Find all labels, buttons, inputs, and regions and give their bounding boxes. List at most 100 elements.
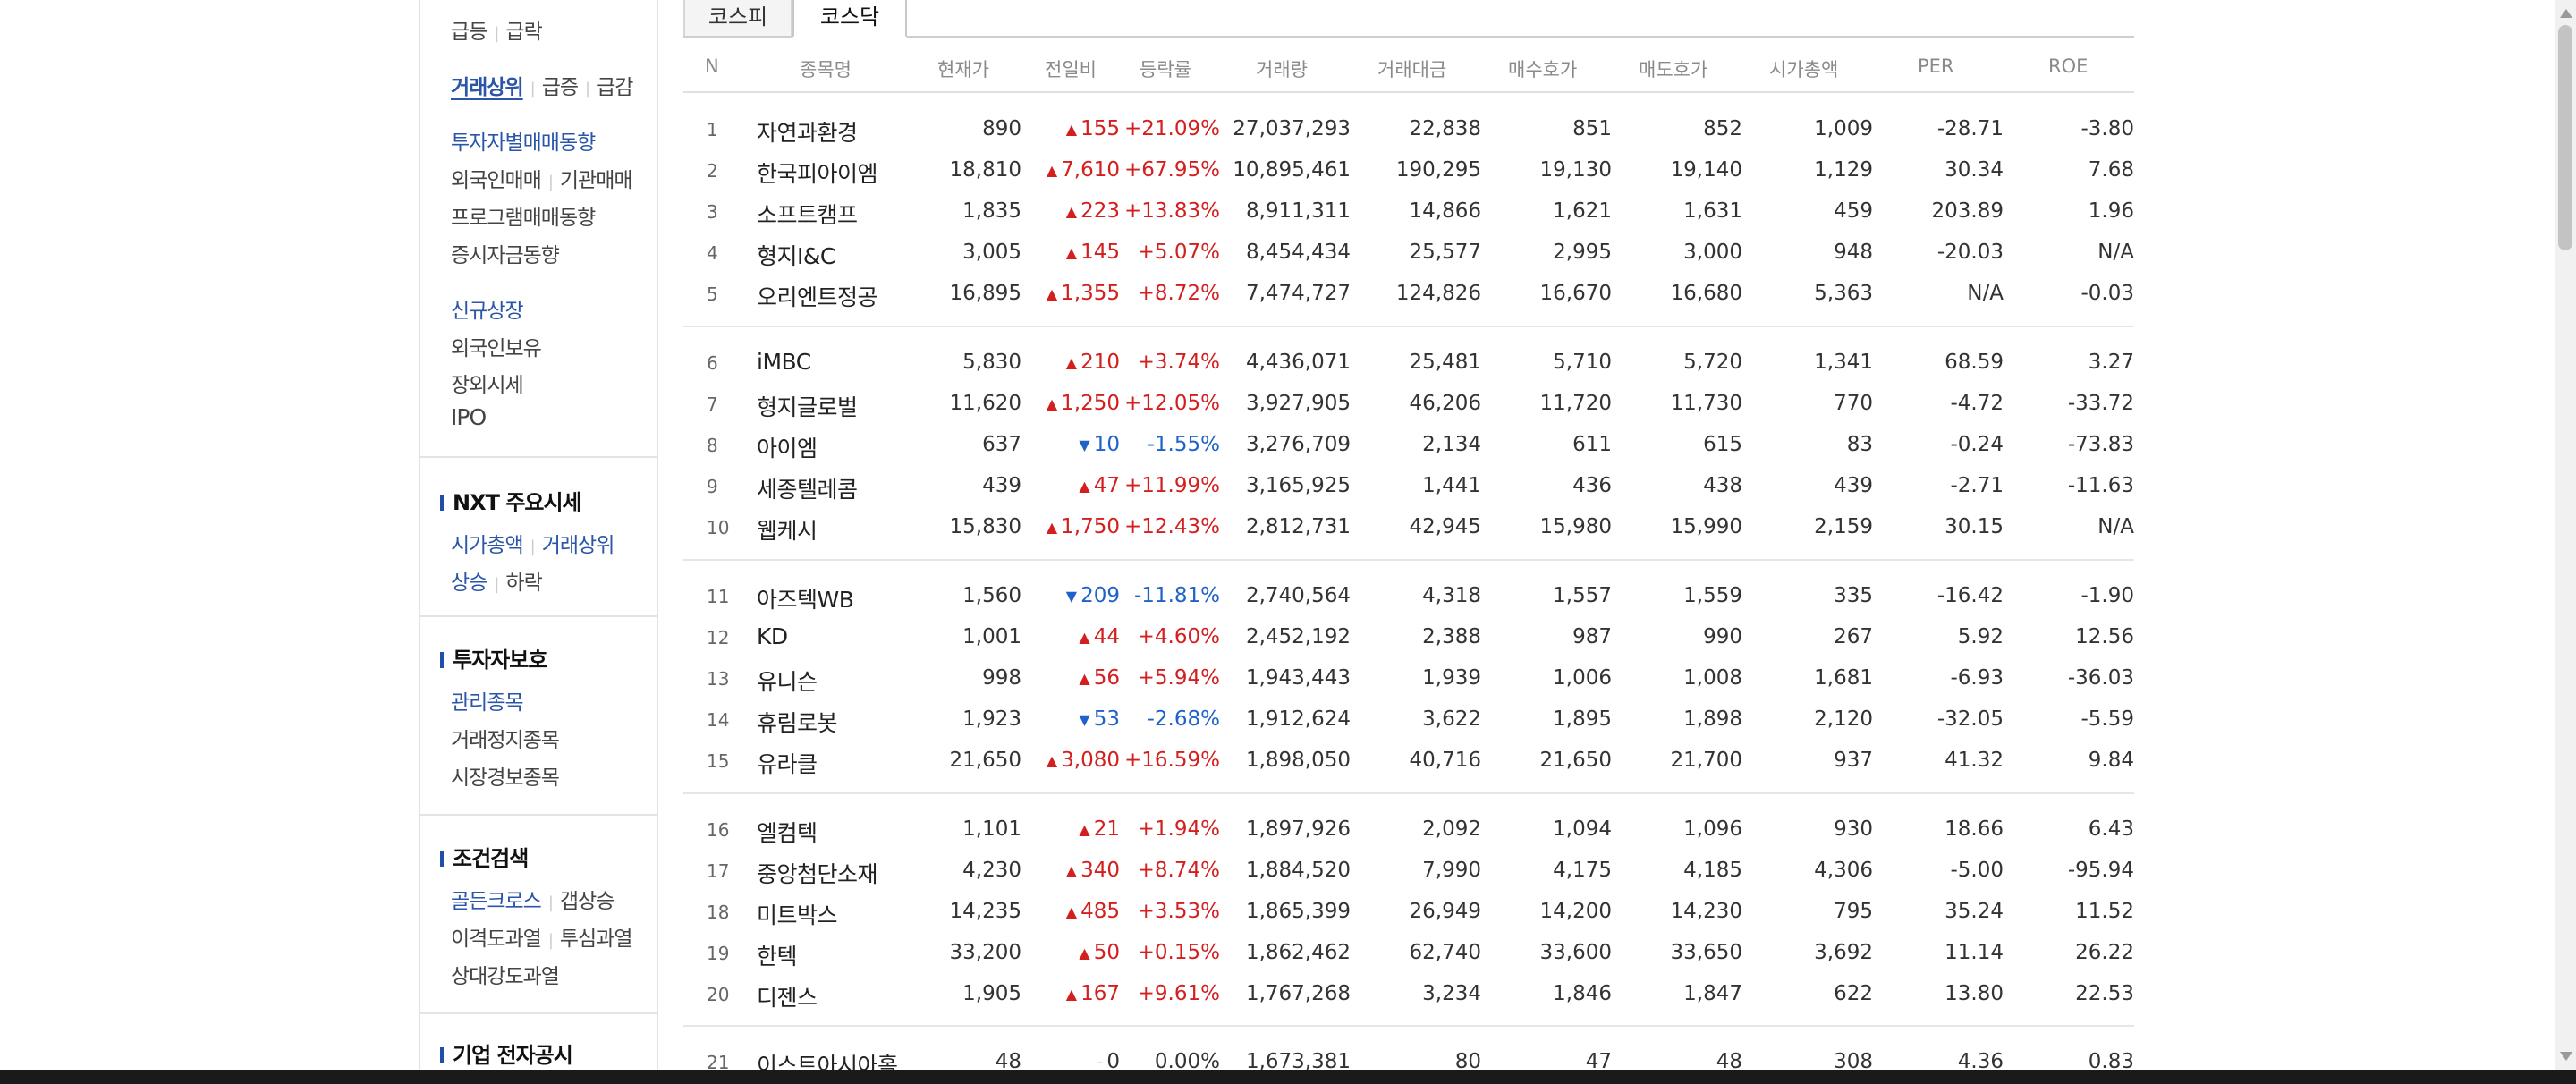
col-amount[interactable]: 거래대금: [1377, 59, 1447, 80]
cell-marketcap: 267: [1834, 625, 1873, 648]
cell-ask: 4,185: [1683, 859, 1742, 882]
col-rate[interactable]: 등락률: [1140, 59, 1191, 80]
stock-name-link[interactable]: 소프트캠프: [757, 202, 858, 228]
link-managed-stocks[interactable]: 관리종목: [451, 691, 524, 715]
cell-price: 890: [982, 117, 1021, 140]
link-program-trend[interactable]: 프로그램매매동향: [451, 207, 596, 230]
stock-name-link[interactable]: iMBC: [757, 349, 811, 375]
cell-bid: 14,200: [1539, 900, 1612, 923]
stock-name-link[interactable]: 한텍: [757, 944, 798, 970]
cell-marketcap: 335: [1834, 584, 1873, 607]
protect-section-title: 투자자보호: [440, 642, 547, 673]
stock-name-link[interactable]: 한국피아이엠: [757, 161, 878, 187]
col-marketcap[interactable]: 시가총액: [1769, 59, 1839, 80]
cell-bid: 47: [1585, 1050, 1612, 1073]
stock-name-link[interactable]: 웹케시: [757, 518, 818, 544]
stock-name-link[interactable]: 유라클: [757, 751, 818, 777]
link-volume-surge[interactable]: 급증: [541, 76, 579, 99]
cell-change: ▲ 210: [1066, 351, 1120, 374]
link-gap-up[interactable]: 갭상승: [559, 890, 614, 913]
scroll-down-arrow-icon[interactable]: [2560, 1052, 2572, 1061]
volume-links: 거래상위 | 급증 | 급감: [451, 76, 633, 99]
link-ipo[interactable]: IPO: [451, 404, 487, 430]
cell-marketcap: 1,681: [1814, 666, 1873, 690]
link-foreign-holding[interactable]: 외국인보유: [451, 337, 542, 360]
cell-amount: 42,945: [1409, 515, 1481, 538]
stock-name-link[interactable]: 디젠스: [757, 985, 818, 1011]
link-deposit-trend[interactable]: 증시자금동향: [451, 244, 560, 267]
col-roe[interactable]: ROE: [2048, 55, 2089, 77]
stock-name-link[interactable]: 휴림로봇: [757, 710, 838, 736]
cell-rate: +3.74%: [1137, 351, 1220, 374]
cell-marketcap: 770: [1834, 392, 1873, 415]
cell-no: 7: [707, 394, 718, 415]
link-nxt-volume[interactable]: 거래상위: [541, 534, 615, 557]
col-bid[interactable]: 매수호가: [1508, 59, 1578, 80]
cell-price: 1,923: [962, 707, 1021, 731]
link-rsi-overheat[interactable]: 상대강도과열: [451, 965, 560, 988]
cell-no: 18: [707, 902, 730, 923]
link-institution-trade[interactable]: 기관매매: [559, 169, 633, 192]
link-rapid-up[interactable]: 급등: [451, 21, 487, 44]
cell-price: 998: [982, 666, 1021, 690]
scroll-thumb[interactable]: [2558, 25, 2572, 250]
change-value: 21: [1093, 817, 1120, 841]
table-row: 14 휴림로봇 ▼ 53 1,923 -2.68% 1,912,624 3,622 1,895 1…: [683, 700, 2134, 741]
cell-ask: 5,720: [1683, 351, 1742, 374]
link-golden-cross[interactable]: 골든크로스: [451, 890, 542, 913]
col-per[interactable]: PER: [1918, 55, 1954, 77]
stock-name-link[interactable]: KD: [757, 623, 788, 649]
col-price[interactable]: 현재가: [937, 59, 989, 80]
stock-name-link[interactable]: 엘컴텍: [757, 820, 818, 846]
link-nxt-marketcap[interactable]: 시가총액: [451, 534, 524, 557]
cell-ask: 3,000: [1683, 241, 1742, 264]
link-disparity-overheat[interactable]: 이격도과열: [451, 927, 542, 951]
cell-amount: 26,949: [1409, 900, 1481, 923]
link-foreign-trade[interactable]: 외국인매매: [451, 169, 542, 192]
cell-volume: 27,037,293: [1233, 117, 1351, 140]
stock-name-link[interactable]: 미트박스: [757, 902, 838, 928]
change-value: 56: [1093, 666, 1120, 690]
col-change[interactable]: 전일비: [1045, 59, 1097, 80]
cell-bid: 11,720: [1539, 392, 1612, 415]
scroll-up-arrow-icon[interactable]: [2560, 9, 2572, 18]
cell-volume: 2,740,564: [1245, 584, 1351, 607]
cell-roe: -33.72: [2067, 392, 2134, 415]
tab-kosdaq[interactable]: 코스닥: [792, 0, 907, 38]
col-volume[interactable]: 거래량: [1256, 59, 1308, 80]
link-warning-stocks[interactable]: 시장경보종목: [451, 766, 560, 790]
cell-rate: +0.15%: [1137, 941, 1220, 964]
stock-name-link[interactable]: 형지글로벌: [757, 394, 858, 420]
link-nxt-fall[interactable]: 하락: [505, 572, 542, 595]
link-sentiment-overheat[interactable]: 투심과열: [559, 927, 633, 951]
stock-name-link[interactable]: 중앙첨단소재: [757, 861, 878, 887]
cell-amount: 1,441: [1422, 474, 1481, 497]
stock-name-link[interactable]: 자연과환경: [757, 120, 858, 146]
condition-section-title: 조건검색: [440, 841, 529, 872]
triangle-up-icon: ▲: [1065, 244, 1078, 261]
cell-roe: 26.22: [2075, 941, 2134, 964]
stock-name-link[interactable]: 오리엔트정공: [757, 284, 878, 310]
stock-name-link[interactable]: 형지I&C: [757, 243, 835, 269]
vertical-scrollbar[interactable]: [2555, 0, 2576, 1070]
link-suspended-stocks[interactable]: 거래정지종목: [451, 729, 560, 752]
link-new-listing[interactable]: 신규상장: [451, 300, 524, 323]
stock-name-link[interactable]: 아즈텍WB: [757, 587, 854, 613]
cell-per: -20.03: [1936, 241, 2004, 264]
link-otc[interactable]: 장외시세: [451, 374, 524, 397]
cell-ask: 19,140: [1670, 158, 1742, 182]
table-row: 6 iMBC ▲ 210 5,830 +3.74% 4,436,071 25,481 5,710…: [683, 343, 2134, 385]
table-row: 1 자연과환경 ▲ 155 890 +21.09% 27,037,293 22,838 851 8…: [683, 110, 2134, 151]
link-nxt-rise[interactable]: 상승: [451, 572, 487, 595]
link-investor-trend[interactable]: 투자자별매매동향: [451, 131, 596, 155]
link-volume-drop[interactable]: 급감: [597, 76, 633, 99]
link-rapid-down[interactable]: 급락: [505, 21, 542, 44]
stock-name-link[interactable]: 세종텔레콤: [757, 477, 858, 503]
tab-kospi[interactable]: 코스피: [683, 0, 792, 36]
stock-name-link[interactable]: 유니슨: [757, 669, 818, 695]
col-ask[interactable]: 매도호가: [1639, 59, 1708, 80]
link-volume-top[interactable]: 거래상위: [451, 76, 524, 99]
stock-name-link[interactable]: 아이엠: [757, 436, 818, 462]
cell-marketcap: 308: [1834, 1050, 1873, 1073]
col-name[interactable]: 종목명: [800, 59, 852, 80]
